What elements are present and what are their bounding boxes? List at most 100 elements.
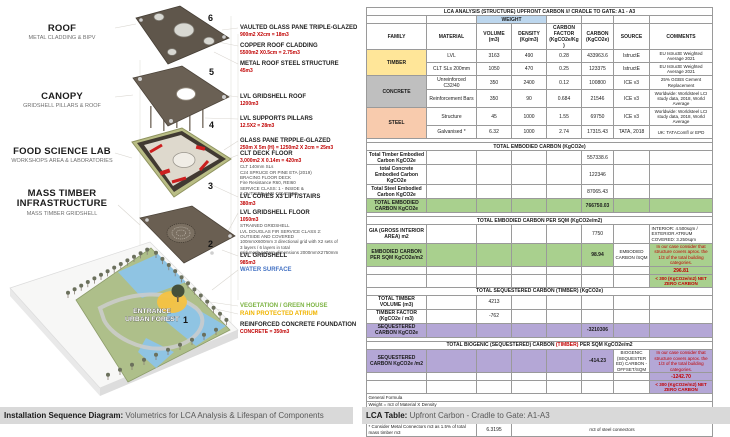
table-cell bbox=[476, 372, 512, 382]
annotation-detail: Fire Resistance R60, REI60 bbox=[240, 180, 296, 186]
stack-label: FOOD SCIENCE LAB WORKSHOPS AREA & LABORAT… bbox=[6, 146, 118, 165]
comments-cell: UK: TATAComfl or EPD bbox=[648, 125, 714, 140]
annotation-value: 250m X 5m (H) = 1250m2 X 2cm = 25m3 bbox=[240, 145, 334, 152]
table-cell bbox=[476, 224, 512, 244]
annotation: WATER SURFACE bbox=[240, 267, 364, 274]
table-cell bbox=[613, 274, 650, 288]
sequestered-carbon: -3210306 bbox=[581, 322, 614, 338]
annotation-label: LVL GRIDSHELL bbox=[240, 253, 288, 259]
table-cell bbox=[511, 308, 547, 324]
table-cell bbox=[476, 198, 512, 214]
table-cell bbox=[546, 322, 582, 338]
material-cell: Reinforcement Bars bbox=[426, 88, 477, 109]
density-cell: 1000 bbox=[511, 125, 547, 140]
table-cell bbox=[546, 348, 582, 374]
annotation-label: METAL ROOF STEEL STRUCTURE bbox=[240, 61, 339, 67]
table-cell bbox=[426, 242, 477, 268]
table-cell bbox=[426, 294, 477, 310]
table-cell bbox=[511, 198, 547, 214]
carbon-cell: 69750 bbox=[581, 107, 614, 127]
density-cell: 490 bbox=[511, 49, 547, 63]
annotation-value: 3,000m2 X 0.14m = 420m3 bbox=[240, 158, 302, 165]
annotation-value: CONCRETE = 350m3 bbox=[240, 329, 290, 336]
column-header: CARBON FACTOR (KgCO2e/Kg) bbox=[546, 23, 582, 50]
factor-cell: 0.12 bbox=[546, 75, 582, 90]
sequestered-label: TIMBER FACTOR (KgCO2e / m3) bbox=[366, 308, 427, 324]
table-row: 296.81 bbox=[366, 266, 714, 276]
table-cell bbox=[426, 224, 477, 244]
table-cell bbox=[613, 224, 650, 244]
table-cell bbox=[546, 150, 582, 166]
table-row: FAMILY MATERIAL VOLUME (m3) DENSITY (Kg/m3)… bbox=[366, 23, 714, 50]
table-cell bbox=[546, 15, 582, 24]
annotation: VEGETATION / GREEN HOUSE bbox=[240, 303, 364, 310]
table-row: General Formula bbox=[365, 393, 714, 402]
table-cell bbox=[613, 380, 650, 395]
stack-label-subtitle: METAL CLADDING & BIPV bbox=[28, 35, 96, 42]
table-cell bbox=[546, 372, 582, 382]
density-cell: 1000 bbox=[511, 107, 547, 127]
table-cell bbox=[546, 184, 582, 200]
table-row: EMBODIED CARBON PER SQM KgCO2e/m2 98.94 EM… bbox=[366, 242, 714, 268]
embodied-sqm-label: EMBODIED CARBON PER SQM KgCO2e/m2 bbox=[366, 242, 427, 268]
entrance-label-line1: ENTRANCE bbox=[133, 308, 171, 315]
left-caption-text: Volumetrics for LCA Analysis & Lifespan … bbox=[123, 411, 324, 420]
annotation-label: LVL SUPPORTS PILLARS bbox=[240, 116, 313, 122]
section-header-part: PER SQM KgCO2e/m2 bbox=[578, 342, 633, 349]
carbon-cell: 433963.6 bbox=[581, 49, 614, 63]
volume-cell: 1050 bbox=[476, 62, 512, 76]
volume-cell: 45 bbox=[476, 107, 512, 127]
table-cell bbox=[613, 308, 650, 324]
table-cell bbox=[511, 164, 547, 186]
stack-label-subtitle: GRIDSHELL PILLARS & ROOF bbox=[23, 103, 101, 110]
right-caption-text: Upfront Carbon - Cradle to Gate: A1-A3 bbox=[407, 411, 550, 420]
source-cell: ICE v3 bbox=[613, 88, 650, 109]
table-row: TIMBER FACTOR (KgCO2e / m3) -762 bbox=[366, 308, 714, 324]
table-cell bbox=[581, 266, 614, 276]
table-row: STEEL Structure 45 1000 1.55 69750 ICE v3 World… bbox=[366, 107, 714, 140]
table-cell bbox=[581, 15, 614, 24]
material-cell: LVL bbox=[426, 49, 477, 63]
annotation: LVL CORES X3 LIFT/STAIRS 380m3 bbox=[240, 194, 364, 207]
volume-cell: 350 bbox=[476, 88, 512, 109]
annotation-label: RAIN PROTECTED ATRIUM bbox=[240, 311, 318, 317]
table-cell bbox=[426, 274, 477, 288]
stack-label: ROOF METAL CLADDING & BIPV bbox=[6, 23, 118, 42]
table-row: Reinforcement Bars 350 90 0.684 21546 ICE v3 W… bbox=[367, 88, 714, 109]
annotation: LVL GRIDSHELL 985m3 bbox=[240, 253, 364, 266]
table-cell bbox=[648, 150, 714, 166]
column-header: MATERIAL bbox=[426, 23, 477, 50]
column-header: DENSITY (Kg/m3) bbox=[511, 23, 547, 50]
annotation-detail: CLT 140mm SLs bbox=[240, 164, 274, 170]
table-row: TOTAL EMBODIED CARBON (KgCO2e) bbox=[365, 142, 714, 152]
table-row: WEIGHT bbox=[366, 15, 714, 24]
density-cell: 2400 bbox=[511, 75, 547, 90]
volume-cell: 6.32 bbox=[476, 125, 512, 140]
stack-label-title: CANOPY bbox=[41, 91, 83, 102]
biogenic-sqm-label: SEQUESTERED CARBON KgCO2e /m2 bbox=[366, 348, 427, 374]
annotation: CLT DECK FLOOR 3,000m2 X 0.14m = 420m3 CLT… bbox=[240, 151, 364, 196]
connectors-label: * Consider Metal Connectors m3 as 1.5% o… bbox=[366, 422, 477, 437]
left-caption: Installation Sequence Diagram: Volumetri… bbox=[0, 407, 353, 424]
table-row: < 300 (KgCO2e/m2) NET ZERO CARBON bbox=[366, 380, 714, 395]
biogenic-sqm-value: -414.23 bbox=[581, 348, 614, 374]
table-cell bbox=[613, 184, 650, 200]
total-carbon: 87065.43 bbox=[581, 184, 614, 200]
lca-table: LCA ANALYSIS (STRUCTURE) UPFRONT CARBON … bbox=[365, 7, 714, 437]
table-cell bbox=[511, 372, 547, 382]
roof-plate bbox=[135, 5, 230, 65]
table-cell bbox=[476, 184, 512, 200]
perimeter-trees bbox=[66, 247, 229, 380]
total-label: Total Steel Embodied Carbon KgCO2e bbox=[366, 184, 427, 200]
layer-number: 6 bbox=[208, 13, 214, 23]
table-row: SEQUESTERED CARBON KgCO2e /m2 -414.23 BIOG… bbox=[366, 348, 714, 374]
stack-label: MASS TIMBER INFRASTRUCTURE MASS TIMBER GR… bbox=[6, 188, 118, 217]
carbon-cell: 100800 bbox=[581, 75, 614, 90]
table-cell bbox=[426, 380, 477, 395]
comments-cell: Worldwide: Worldsteel LCI study data, 20… bbox=[648, 88, 714, 109]
food-science-lab-plate bbox=[131, 127, 232, 198]
annotation: GLASS PANE TRPPLE-GLAZED 250m X 5m (H) = … bbox=[240, 138, 364, 151]
table-cell bbox=[426, 266, 477, 276]
total-carbon: 557338.6 bbox=[581, 150, 614, 166]
table-cell bbox=[426, 150, 477, 166]
